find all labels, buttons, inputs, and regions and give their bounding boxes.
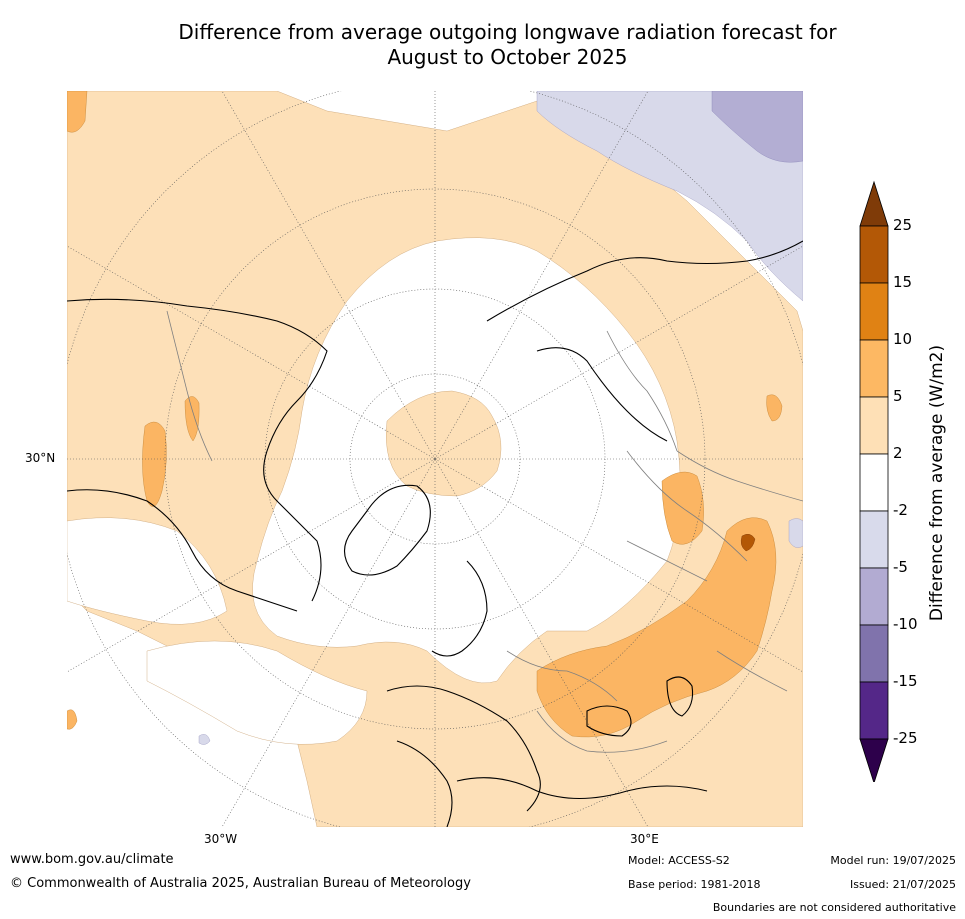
colorbar-tick-label: 2 xyxy=(893,444,903,462)
model-text: Model: ACCESS-S2 xyxy=(628,854,730,867)
base-period-text: Base period: 1981-2018 xyxy=(628,878,761,891)
anomaly-5to10-small3 xyxy=(67,709,78,730)
anomaly-5to10-small2 xyxy=(184,396,200,442)
country-borders xyxy=(166,310,803,753)
issued-text: Issued: 21/07/2025 xyxy=(849,878,956,891)
colorbar-tick-label: 25 xyxy=(893,216,913,234)
anomaly-minus5to10-pacific xyxy=(711,91,803,163)
website-link[interactable]: www.bom.gov.au/climate xyxy=(10,852,174,867)
anomaly-5to10-alaska xyxy=(142,421,167,507)
anomaly-minus2to5-pacific xyxy=(536,91,803,302)
anomaly-minus2to5-small xyxy=(198,734,211,745)
colorbar-tick-label: 10 xyxy=(893,330,913,348)
colorbar-tick-label: -10 xyxy=(893,615,918,633)
title-line-2: August to October 2025 xyxy=(387,45,628,69)
anomaly-neutral-pacific xyxy=(67,517,228,625)
colorbar-bin xyxy=(859,225,889,284)
colorbar-bin xyxy=(859,396,889,455)
colorbar-tick-label: -25 xyxy=(893,729,918,747)
anomaly-2to5-arctic xyxy=(386,390,502,497)
anomaly-5to10-eurasia xyxy=(536,517,777,738)
polar-map xyxy=(67,91,803,827)
colorbar xyxy=(859,180,889,782)
colorbar-bin xyxy=(859,681,889,740)
colorbar-bin xyxy=(859,453,889,512)
colorbar-tick-label: 15 xyxy=(893,273,913,291)
graticule xyxy=(67,91,803,827)
colorbar-tick-label: -15 xyxy=(893,672,918,690)
colorbar-extension-top xyxy=(859,180,889,227)
title-line-1: Difference from average outgoing longwav… xyxy=(178,20,837,44)
anomaly-15to25-spot xyxy=(740,533,756,552)
anomaly-neutral-americas xyxy=(146,640,368,745)
coastlines xyxy=(67,240,803,827)
colorbar-tick-label: 5 xyxy=(893,387,903,405)
anomaly-5to10-topleft xyxy=(67,91,88,133)
anomaly-minus2to5-east xyxy=(788,518,803,548)
colorbar-bin xyxy=(859,567,889,626)
colorbar-bin xyxy=(859,510,889,569)
lon-label-30e: 30°E xyxy=(630,832,659,846)
colorbar-bin xyxy=(859,624,889,683)
copyright-text: © Commonwealth of Australia 2025, Austra… xyxy=(10,876,471,891)
colorbar-extension-bottom xyxy=(859,738,889,782)
colorbar-tick-label: -5 xyxy=(893,558,908,576)
chart-title: Difference from average outgoing longwav… xyxy=(60,20,955,70)
colorbar-bin xyxy=(859,339,889,398)
lon-label-30w: 30°W xyxy=(204,832,238,846)
anomaly-5to10-small1 xyxy=(766,394,783,422)
lat-label-30n: 30°N xyxy=(25,451,56,465)
disclaimer-text: Boundaries are not considered authoritat… xyxy=(712,901,956,914)
colorbar-tick-label: -2 xyxy=(893,501,908,519)
colorbar-title: Difference from average (W/m2) xyxy=(927,344,947,622)
map-svg xyxy=(67,91,803,827)
model-run-text: Model run: 19/07/2025 xyxy=(830,854,956,867)
colorbar-bin xyxy=(859,282,889,341)
